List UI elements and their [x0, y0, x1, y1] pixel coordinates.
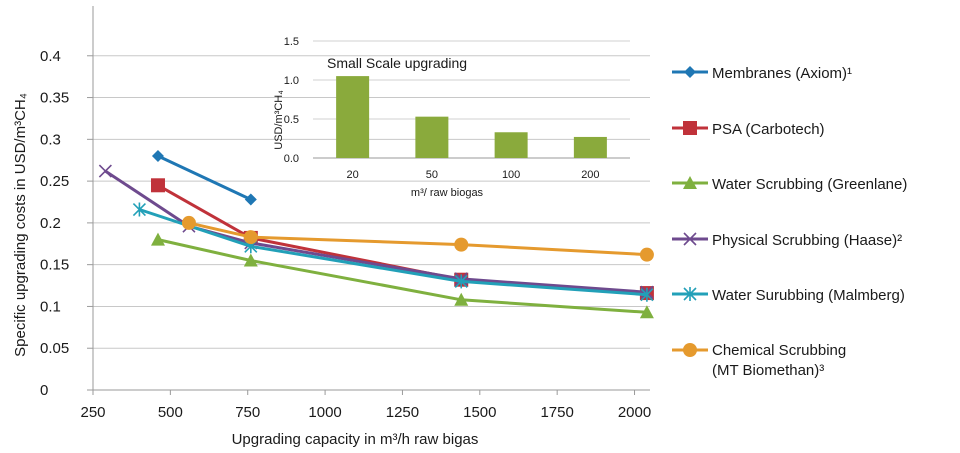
inset-y-tick-label: 1.0 [284, 75, 299, 87]
series-group [181, 215, 654, 262]
inset-y-tick-label: 0.5 [284, 114, 299, 126]
y-tick-label: 0.05 [40, 340, 69, 357]
legend-marker [683, 287, 697, 301]
main-series-group [98, 150, 654, 319]
legend-marker-x-icon [672, 232, 708, 246]
x-tick-label: 250 [80, 404, 105, 421]
data-point [639, 305, 654, 319]
legend-marker-square-icon [672, 121, 708, 135]
legend-label-line2: (MT Biomethan)³ [712, 362, 824, 379]
legend-marker-diamond-icon [672, 66, 708, 78]
series-line [138, 208, 648, 297]
x-tick-label: 750 [235, 404, 260, 421]
legend-label: PSA (Carbotech) [712, 121, 825, 138]
y-tick-label: 0.2 [40, 215, 61, 232]
x-tick-label: 2000 [618, 404, 651, 421]
series-line [188, 221, 647, 257]
x-axis-title: Upgrading capacity in m³/h raw bigas [232, 431, 479, 448]
data-point [98, 164, 112, 178]
series-line [157, 154, 252, 201]
data-point [150, 178, 165, 193]
y-tick-label: 0.15 [40, 257, 69, 274]
series-group [151, 150, 257, 206]
inset-tick-labels: 0.0 0.5 1.0 1.5 20 50 100 200 [284, 36, 600, 181]
legend-item: Water Scrubbing (Greenlane) [672, 176, 907, 193]
legend-marker [683, 232, 697, 246]
data-point [243, 230, 258, 245]
legend-marker-circle-icon [672, 343, 708, 357]
inset-bar [573, 136, 607, 158]
data-point [454, 274, 468, 289]
inset-title: Small Scale upgrading [327, 55, 467, 71]
data-point [151, 150, 164, 163]
legend-item: Water Surubbing (Malmberg) [672, 287, 905, 304]
data-point [132, 202, 146, 217]
legend-marker [684, 66, 696, 78]
inset-x-tick-label: 200 [581, 169, 599, 181]
inset-bar [415, 116, 449, 158]
y-tick-label: 0 [40, 382, 48, 399]
x-tick-label: 1000 [308, 404, 341, 421]
legend-marker [683, 343, 697, 357]
data-point [454, 237, 469, 252]
inset-x-tick-label: 50 [426, 169, 438, 181]
main-tick-labels: 0 0.05 0.1 0.15 0.2 0.25 0.3 0.35 0.4 250 500 750 10… [40, 48, 651, 421]
inset-chart: 0.0 0.5 1.0 1.5 20 50 100 200 Small Scale upgra… [273, 36, 630, 199]
y-tick-label: 0.4 [40, 48, 61, 65]
legend-label: Water Surubbing (Malmberg) [712, 287, 905, 304]
legend-item: PSA (Carbotech) [672, 121, 825, 138]
legend-marker-triangle-icon [672, 176, 708, 189]
y-tick-label: 0.1 [40, 298, 61, 315]
x-tick-label: 500 [158, 404, 183, 421]
y-axis-title: Specific upgrading costs in USD/m³CH₄ [12, 93, 29, 357]
inset-y-tick-label: 0.0 [284, 153, 299, 165]
inset-bar [494, 132, 528, 158]
legend-label: Water Scrubbing (Greenlane) [712, 176, 907, 193]
y-tick-label: 0.25 [40, 173, 69, 190]
series-line [157, 238, 648, 314]
x-tick-label: 1750 [540, 404, 573, 421]
legend-label-line1: Chemical Scrubbing [712, 342, 846, 359]
data-point [639, 247, 654, 262]
series-group [150, 232, 654, 319]
data-point [150, 232, 165, 246]
x-tick-label: 1500 [463, 404, 496, 421]
legend-item: Physical Scrubbing (Haase)² [672, 232, 902, 249]
data-point [244, 193, 257, 206]
inset-x-tick-label: 20 [347, 169, 359, 181]
legend-marker [683, 121, 697, 135]
main-axes [87, 6, 650, 395]
data-point [243, 253, 258, 267]
legend-marker-star-icon [672, 287, 708, 301]
inset-y-tick-label: 1.5 [284, 36, 299, 48]
legend-label: Membranes (Axiom)¹ [712, 65, 852, 82]
inset-x-tick-label: 100 [502, 169, 520, 181]
series-line [104, 169, 648, 294]
data-point [454, 292, 469, 306]
inset-x-axis-title: m³/ raw biogas [411, 187, 484, 199]
series-group [98, 164, 654, 299]
y-tick-label: 0.3 [40, 131, 61, 148]
legend: Membranes (Axiom)¹ PSA (Carbotech) Water… [672, 65, 907, 379]
legend-item: Chemical Scrubbing (MT Biomethan)³ [672, 342, 846, 379]
series-group [132, 202, 654, 302]
legend-label: Physical Scrubbing (Haase)² [712, 232, 902, 249]
main-gridlines [93, 55, 650, 349]
y-tick-label: 0.35 [40, 90, 69, 107]
inset-y-axis-title: USD/m³CH₄ [273, 90, 285, 150]
legend-marker [683, 176, 697, 189]
inset-bar [336, 76, 370, 158]
data-point [181, 215, 196, 230]
x-tick-label: 1250 [386, 404, 419, 421]
data-point [640, 287, 654, 302]
inset-bars [336, 76, 607, 158]
legend-item: Membranes (Axiom)¹ [672, 65, 852, 82]
